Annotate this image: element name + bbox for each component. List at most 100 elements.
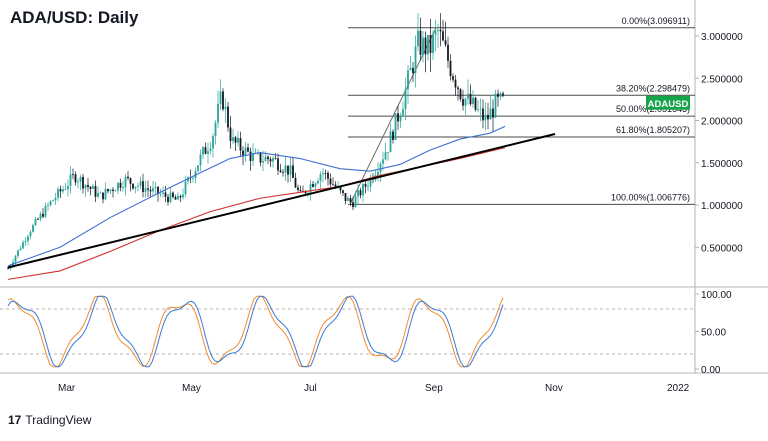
candle-body: [357, 190, 359, 197]
candle-body: [407, 70, 409, 90]
candle-body: [259, 152, 262, 163]
osc-tick-label: 100.00: [701, 290, 732, 301]
candle-body: [57, 188, 59, 198]
candle-body: [132, 183, 134, 189]
candle-body: [74, 174, 77, 183]
candle-body: [457, 87, 459, 90]
price-tick-label: 1.500000: [701, 159, 743, 170]
candle-body: [324, 172, 327, 174]
candle-body: [242, 150, 244, 157]
candle-body: [7, 268, 9, 270]
candle-body: [134, 186, 137, 189]
candle-body: [427, 34, 429, 55]
candle-body: [164, 192, 167, 197]
candle-body: [167, 196, 169, 203]
candle-body: [19, 248, 22, 251]
candle-body: [227, 106, 229, 128]
candle-body: [394, 113, 397, 140]
candle-body: [137, 185, 139, 187]
candle-body: [449, 60, 452, 77]
candle-body: [119, 182, 122, 188]
candle-body: [459, 89, 462, 100]
candle-body: [39, 213, 42, 220]
candle-body: [274, 158, 277, 159]
candle-body: [342, 190, 344, 194]
candle-body: [122, 187, 124, 189]
candle-body: [187, 177, 189, 182]
candle-body: [222, 91, 224, 110]
candle-body: [14, 255, 17, 263]
price-tick-label: 3.000000: [701, 32, 743, 43]
candle-body: [477, 109, 479, 110]
candle-body: [202, 147, 204, 155]
fib-diagonal: [349, 27, 437, 205]
candle-body: [112, 189, 114, 192]
candle-body: [232, 137, 234, 141]
candle-body: [184, 181, 187, 195]
candle-body: [142, 181, 144, 192]
candle-body: [174, 197, 177, 200]
candle-body: [404, 89, 407, 110]
candle-body: [354, 196, 357, 208]
candle-body: [144, 188, 147, 192]
candle-body: [352, 202, 354, 208]
candle-body: [99, 192, 102, 194]
candle-body: [107, 188, 109, 192]
candle-body: [379, 163, 382, 173]
time-tick-label: Sep: [425, 383, 443, 394]
tradingview-logo[interactable]: 17 TradingView: [8, 413, 91, 427]
candle-body: [272, 158, 274, 162]
candle-body: [229, 127, 232, 141]
candle-body: [309, 184, 312, 193]
candle-body: [152, 188, 154, 192]
candle-body: [117, 182, 119, 191]
candle-body: [192, 178, 194, 179]
candle-body: [234, 137, 237, 143]
candle-body: [104, 188, 107, 200]
candle-body: [419, 30, 422, 55]
candle-body: [387, 152, 389, 153]
candle-body: [349, 198, 352, 203]
osc-tick-label: 50.00: [701, 328, 726, 339]
candle-body: [297, 187, 299, 190]
candle-body: [432, 34, 434, 53]
candle-body: [499, 93, 502, 97]
tradingview-mark-icon: 17: [8, 413, 22, 427]
candle-body: [467, 93, 469, 99]
candle-body: [384, 152, 387, 160]
candle-body: [47, 205, 49, 206]
candle-body: [269, 159, 272, 162]
candle-body: [77, 181, 79, 183]
candle-body: [437, 29, 439, 31]
candle-body: [169, 192, 172, 203]
candle-body: [442, 31, 444, 41]
candle-body: [364, 183, 367, 187]
candle-body: [172, 192, 174, 198]
slow-moving-average-line: [7, 147, 506, 280]
price-tick-label: 0.500000: [701, 243, 743, 254]
candle-body: [377, 172, 379, 176]
candle-body: [492, 108, 494, 118]
candle-body: [37, 219, 39, 220]
candle-body: [402, 109, 404, 117]
candle-body: [177, 195, 179, 200]
candle-body: [97, 193, 99, 197]
candle-body: [207, 151, 209, 154]
candle-body: [49, 201, 52, 206]
candle-body: [317, 181, 319, 184]
current-price-tag: [646, 95, 690, 110]
tradingview-label: TradingView: [25, 413, 92, 427]
candle-body: [217, 103, 219, 123]
candle-body: [484, 114, 487, 121]
candle-body: [89, 186, 92, 189]
candle-body: [434, 30, 437, 35]
fib-level-label: 0.00%(3.096911): [622, 16, 690, 26]
price-tick-label: 2.000000: [701, 117, 743, 128]
candle-body: [399, 116, 402, 122]
stoch-k-line: [7, 295, 504, 368]
ascending-trendline: [7, 133, 556, 269]
candle-body: [279, 170, 282, 172]
candle-body: [84, 185, 87, 189]
